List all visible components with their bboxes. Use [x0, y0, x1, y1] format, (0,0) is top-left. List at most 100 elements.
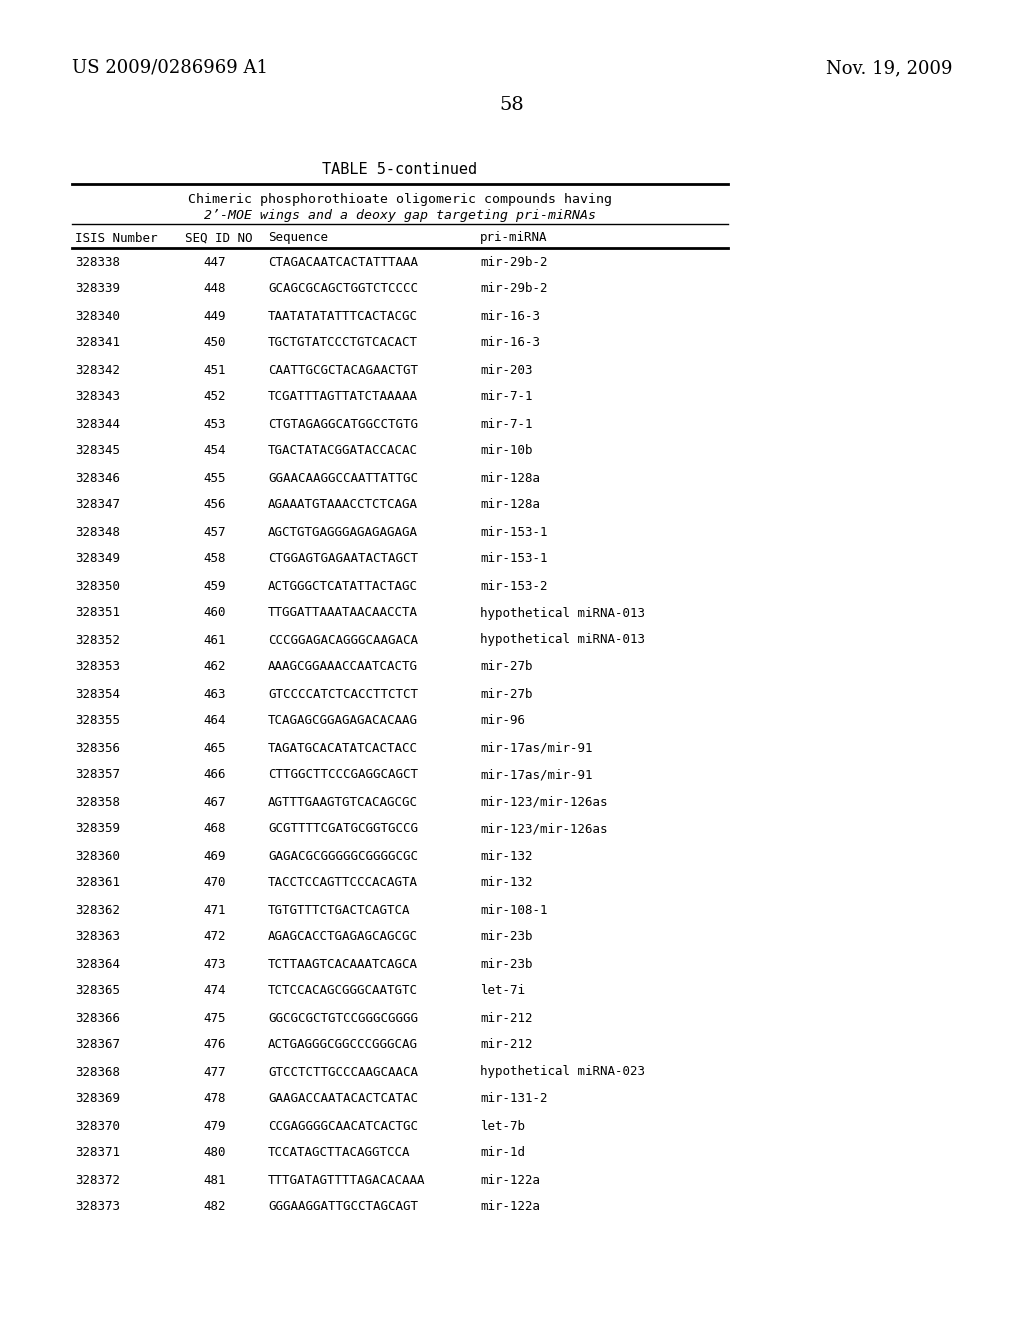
Text: GCAGCGCAGCTGGTCTCCCC: GCAGCGCAGCTGGTCTCCCC	[268, 282, 418, 296]
Text: 467: 467	[204, 796, 226, 808]
Text: 328353: 328353	[75, 660, 120, 673]
Text: TAATATATATTTCACTACGC: TAATATATATTTCACTACGC	[268, 309, 418, 322]
Text: CTTGGCTTCCCGAGGCAGCT: CTTGGCTTCCCGAGGCAGCT	[268, 768, 418, 781]
Text: mir-7-1: mir-7-1	[480, 391, 532, 404]
Text: Sequence: Sequence	[268, 231, 328, 244]
Text: Chimeric phosphorothioate oligomeric compounds having: Chimeric phosphorothioate oligomeric com…	[188, 194, 612, 206]
Text: ISIS Number: ISIS Number	[75, 231, 158, 244]
Text: GGGAAGGATTGCCTAGCAGT: GGGAAGGATTGCCTAGCAGT	[268, 1200, 418, 1213]
Text: AGTTTGAAGTGTCACAGCGC: AGTTTGAAGTGTCACAGCGC	[268, 796, 418, 808]
Text: 328357: 328357	[75, 768, 120, 781]
Text: TCTTAAGTCACAAATCAGCA: TCTTAAGTCACAAATCAGCA	[268, 957, 418, 970]
Text: mir-132: mir-132	[480, 876, 532, 890]
Text: 470: 470	[204, 876, 226, 890]
Text: pri-miRNA: pri-miRNA	[480, 231, 548, 244]
Text: mir-153-1: mir-153-1	[480, 525, 548, 539]
Text: 328358: 328358	[75, 796, 120, 808]
Text: 328356: 328356	[75, 742, 120, 755]
Text: 328346: 328346	[75, 471, 120, 484]
Text: 2’-MOE wings and a deoxy gap targeting pri-miRNAs: 2’-MOE wings and a deoxy gap targeting p…	[204, 209, 596, 222]
Text: 458: 458	[204, 553, 226, 565]
Text: 478: 478	[204, 1093, 226, 1106]
Text: TCAGAGCGGAGAGACACAAG: TCAGAGCGGAGAGACACAAG	[268, 714, 418, 727]
Text: 449: 449	[204, 309, 226, 322]
Text: AGAGCACCTGAGAGCAGCGC: AGAGCACCTGAGAGCAGCGC	[268, 931, 418, 944]
Text: 468: 468	[204, 822, 226, 836]
Text: 328354: 328354	[75, 688, 120, 701]
Text: 450: 450	[204, 337, 226, 350]
Text: 328362: 328362	[75, 903, 120, 916]
Text: 328347: 328347	[75, 499, 120, 511]
Text: 482: 482	[204, 1200, 226, 1213]
Text: US 2009/0286969 A1: US 2009/0286969 A1	[72, 59, 268, 77]
Text: 328345: 328345	[75, 445, 120, 458]
Text: mir-153-2: mir-153-2	[480, 579, 548, 593]
Text: mir-122a: mir-122a	[480, 1200, 540, 1213]
Text: 328366: 328366	[75, 1011, 120, 1024]
Text: mir-17as/mir-91: mir-17as/mir-91	[480, 768, 593, 781]
Text: 448: 448	[204, 282, 226, 296]
Text: GCGTTTTCGATGCGGTGCCG: GCGTTTTCGATGCGGTGCCG	[268, 822, 418, 836]
Text: GAAGACCAATACACTCATAC: GAAGACCAATACACTCATAC	[268, 1093, 418, 1106]
Text: CCCGGAGACAGGGCAAGACA: CCCGGAGACAGGGCAAGACA	[268, 634, 418, 647]
Text: 476: 476	[204, 1039, 226, 1052]
Text: mir-128a: mir-128a	[480, 471, 540, 484]
Text: TTTGATAGTTTTAGACACAAA: TTTGATAGTTTTAGACACAAA	[268, 1173, 426, 1187]
Text: 471: 471	[204, 903, 226, 916]
Text: 457: 457	[204, 525, 226, 539]
Text: 328364: 328364	[75, 957, 120, 970]
Text: mir-1d: mir-1d	[480, 1147, 525, 1159]
Text: CCGAGGGGCAACATCACTGC: CCGAGGGGCAACATCACTGC	[268, 1119, 418, 1133]
Text: mir-23b: mir-23b	[480, 931, 532, 944]
Text: 328343: 328343	[75, 391, 120, 404]
Text: 328372: 328372	[75, 1173, 120, 1187]
Text: let-7b: let-7b	[480, 1119, 525, 1133]
Text: 328344: 328344	[75, 417, 120, 430]
Text: 473: 473	[204, 957, 226, 970]
Text: TGACTATACGGATACCACAC: TGACTATACGGATACCACAC	[268, 445, 418, 458]
Text: 58: 58	[500, 96, 524, 114]
Text: 456: 456	[204, 499, 226, 511]
Text: 328350: 328350	[75, 579, 120, 593]
Text: TGCTGTATCCCTGTCACACT: TGCTGTATCCCTGTCACACT	[268, 337, 418, 350]
Text: TCCATAGCTTACAGGTCCA: TCCATAGCTTACAGGTCCA	[268, 1147, 411, 1159]
Text: 460: 460	[204, 606, 226, 619]
Text: 455: 455	[204, 471, 226, 484]
Text: AGCTGTGAGGGAGAGAGAGA: AGCTGTGAGGGAGAGAGAGA	[268, 525, 418, 539]
Text: 477: 477	[204, 1065, 226, 1078]
Text: GTCCCCATCTCACCTTCTCT: GTCCCCATCTCACCTTCTCT	[268, 688, 418, 701]
Text: SEQ ID NO: SEQ ID NO	[185, 231, 253, 244]
Text: ACTGAGGGCGGCCCGGGCAG: ACTGAGGGCGGCCCGGGCAG	[268, 1039, 418, 1052]
Text: 328351: 328351	[75, 606, 120, 619]
Text: 459: 459	[204, 579, 226, 593]
Text: GAGACGCGGGGGCGGGGCGC: GAGACGCGGGGGCGGGGCGC	[268, 850, 418, 862]
Text: mir-108-1: mir-108-1	[480, 903, 548, 916]
Text: 328373: 328373	[75, 1200, 120, 1213]
Text: 453: 453	[204, 417, 226, 430]
Text: AGAAATGTAAACCTCTCAGA: AGAAATGTAAACCTCTCAGA	[268, 499, 418, 511]
Text: 328368: 328368	[75, 1065, 120, 1078]
Text: 462: 462	[204, 660, 226, 673]
Text: mir-128a: mir-128a	[480, 499, 540, 511]
Text: TACCTCCAGTTCCCACAGTA: TACCTCCAGTTCCCACAGTA	[268, 876, 418, 890]
Text: let-7i: let-7i	[480, 985, 525, 998]
Text: 328370: 328370	[75, 1119, 120, 1133]
Text: mir-203: mir-203	[480, 363, 532, 376]
Text: 463: 463	[204, 688, 226, 701]
Text: 465: 465	[204, 742, 226, 755]
Text: 451: 451	[204, 363, 226, 376]
Text: mir-123/mir-126as: mir-123/mir-126as	[480, 796, 607, 808]
Text: mir-212: mir-212	[480, 1011, 532, 1024]
Text: mir-132: mir-132	[480, 850, 532, 862]
Text: 328355: 328355	[75, 714, 120, 727]
Text: TGTGTTTCTGACTCAGTCA: TGTGTTTCTGACTCAGTCA	[268, 903, 411, 916]
Text: mir-122a: mir-122a	[480, 1173, 540, 1187]
Text: mir-131-2: mir-131-2	[480, 1093, 548, 1106]
Text: TCTCCACAGCGGGCAATGTC: TCTCCACAGCGGGCAATGTC	[268, 985, 418, 998]
Text: 328348: 328348	[75, 525, 120, 539]
Text: mir-10b: mir-10b	[480, 445, 532, 458]
Text: Nov. 19, 2009: Nov. 19, 2009	[825, 59, 952, 77]
Text: GGCGCGCTGTCCGGGCGGGG: GGCGCGCTGTCCGGGCGGGG	[268, 1011, 418, 1024]
Text: mir-23b: mir-23b	[480, 957, 532, 970]
Text: ACTGGGCTCATATTACTAGC: ACTGGGCTCATATTACTAGC	[268, 579, 418, 593]
